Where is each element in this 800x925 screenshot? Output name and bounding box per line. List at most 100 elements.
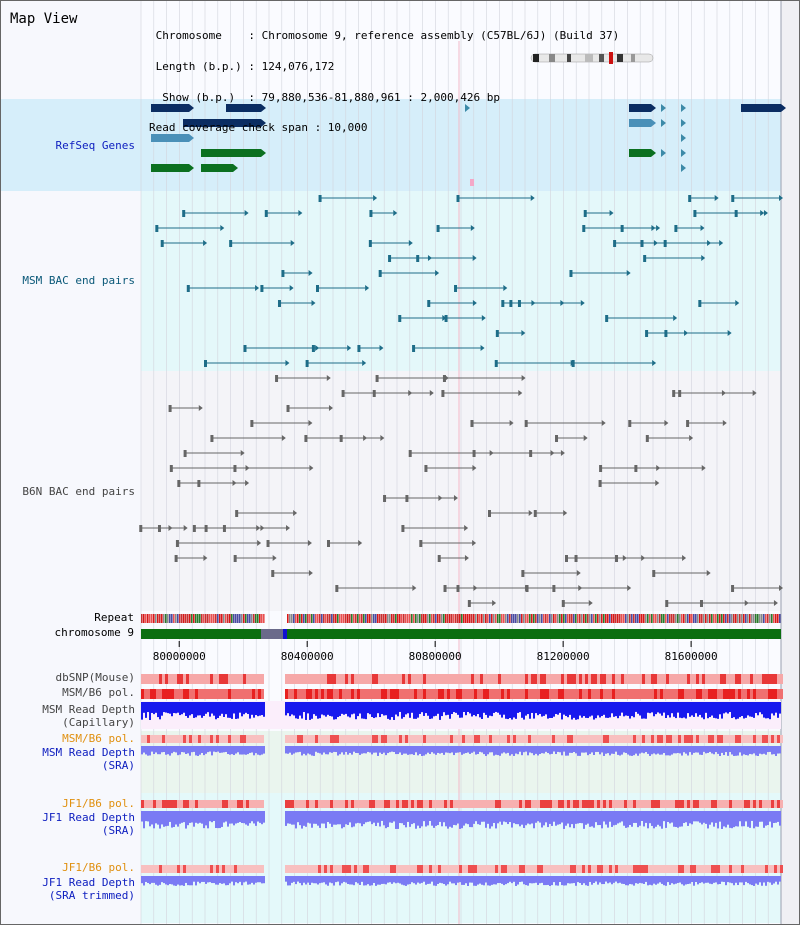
jf1-trim-depth — [443, 876, 445, 885]
refseq-genes-label[interactable]: RefSeq Genes — [55, 139, 135, 152]
jf1-trim-pol-heat — [189, 865, 192, 873]
jf1-trim-depth — [307, 876, 309, 883]
jf1-trim-depth — [191, 876, 193, 886]
msm-sra-depth — [771, 746, 773, 755]
jf1-pol-heat — [465, 800, 468, 808]
b6n-bac-end — [383, 495, 387, 502]
msm-capillary-depth — [649, 702, 651, 714]
dbsnp-heat — [393, 674, 396, 684]
jf1-trim-depth — [483, 876, 485, 886]
b6n-bac-end-arrow — [380, 435, 385, 441]
msm-capillary-depth — [707, 702, 709, 719]
repeat-element — [175, 614, 177, 623]
repeat-element — [663, 614, 665, 623]
b6n-bac-label[interactable]: B6N BAC end pairs — [22, 485, 135, 498]
dbsnp-heat — [465, 674, 468, 684]
msm-pol-heat — [735, 689, 738, 699]
dbsnp-heat — [486, 674, 489, 684]
msm-b6-pol-sra-label[interactable]: MSM/B6 pol. — [62, 732, 135, 745]
msm-depth-sra-label[interactable]: MSM Read Depth — [42, 746, 135, 759]
jf1-sra-depth — [337, 811, 339, 825]
msm-bac-end — [357, 345, 361, 352]
jf1-trim-depth — [713, 876, 715, 883]
b6n-bac-end — [341, 390, 345, 397]
msm-capillary-depth — [733, 702, 735, 718]
jf1-pol-heat — [495, 800, 498, 808]
dbsnp-heat — [774, 674, 777, 684]
jf1-sra-depth — [355, 811, 357, 824]
repeat-element — [395, 614, 397, 623]
jf1-trim-depth — [693, 876, 695, 886]
jf1-sra-depth — [373, 811, 375, 823]
jf1-sra-depth — [307, 811, 309, 823]
msm-capillary-depth — [231, 702, 233, 719]
msm-sra-pol-heat — [141, 735, 144, 743]
jf1-trim-depth — [257, 876, 259, 883]
jf1-trim-depth — [445, 876, 447, 886]
dbsnp-heat — [285, 674, 288, 684]
jf1-depth-label[interactable]: JF1 Read Depth — [42, 811, 135, 824]
jf1-trim-depth — [649, 876, 651, 885]
msm-capillary-depth — [327, 702, 329, 715]
msm-capillary-depth — [683, 702, 685, 718]
msm-sra-depth — [363, 746, 365, 754]
msm-sra-depth — [207, 746, 209, 753]
msm-depth-capillary-label[interactable]: MSM Read Depth — [42, 703, 135, 716]
jf1-trim-depth — [453, 876, 455, 884]
jf1-sra-depth — [527, 811, 529, 824]
jf1-pol-heat — [186, 800, 189, 808]
jf1-sra-depth — [493, 811, 495, 823]
msm-bac-end-arrow — [347, 345, 352, 351]
jf1-trim-depth — [595, 876, 597, 882]
msm-sra-depth — [151, 746, 153, 752]
msm-bac-label[interactable]: MSM BAC end pairs — [22, 274, 135, 287]
dbsnp-heat — [330, 674, 333, 684]
msm-sra-depth — [627, 746, 629, 755]
msm-sra-pol-heat — [339, 735, 342, 743]
msm-sra-depth — [325, 746, 327, 755]
jf1-trim-depth — [591, 876, 593, 885]
msm-sra-depth — [589, 746, 591, 754]
msm-bac-end-arrow — [673, 315, 678, 321]
jf1-trim-depth — [689, 876, 691, 884]
repeat-element — [511, 614, 513, 623]
repeat-element — [689, 614, 691, 623]
jf1-pol-label[interactable]: JF1/B6 pol. — [62, 797, 135, 810]
msm-capillary-depth — [641, 702, 643, 719]
jf1-pol-heat — [513, 800, 516, 808]
msm-sra-depth — [633, 746, 635, 756]
jf1-trim-pol-heat — [210, 865, 213, 873]
msm-capillary-depth — [775, 702, 777, 713]
gene-strand-arrow — [189, 134, 194, 142]
jf1-pol-trimmed-label[interactable]: JF1/B6 pol. — [62, 861, 135, 874]
repeat-element — [603, 614, 605, 623]
jf1-pol-heat — [570, 800, 573, 808]
dbsnp-heat — [636, 674, 639, 684]
dbsnp-heat — [555, 674, 558, 684]
jf1-pol-heat — [390, 800, 393, 808]
repeat-element — [345, 614, 347, 623]
msm-sra-depth — [331, 746, 333, 753]
b6n-bac-end-arrow — [518, 390, 523, 396]
jf1-sra-depth — [161, 811, 163, 825]
msm-b6-pol-label[interactable]: MSM/B6 pol. — [62, 686, 135, 699]
msm-sra-pol-heat — [612, 735, 615, 743]
msm-sra-depth — [729, 746, 731, 753]
jf1-depth-trimmed-label[interactable]: JF1 Read Depth — [42, 876, 135, 889]
jf1-sra-depth — [713, 811, 715, 827]
jf1-pol-heat — [525, 800, 528, 808]
jf1-trim-depth — [261, 876, 263, 884]
msm-pol-heat — [756, 689, 759, 699]
gene-strand-arrow — [261, 104, 266, 112]
jf1-trim-depth — [361, 876, 363, 882]
jf1-pol-heat — [723, 800, 726, 808]
repeat-element — [755, 614, 757, 623]
msm-sra-depth — [345, 746, 347, 752]
dbsnp-label[interactable]: dbSNP(Mouse) — [55, 671, 135, 684]
jf1-trim-depth — [459, 876, 461, 883]
jf1-trim-depth — [463, 876, 465, 885]
msm-sra-pol-heat — [150, 735, 153, 743]
dbsnp-heat — [408, 674, 411, 684]
jf1-sra-depth — [205, 811, 207, 826]
